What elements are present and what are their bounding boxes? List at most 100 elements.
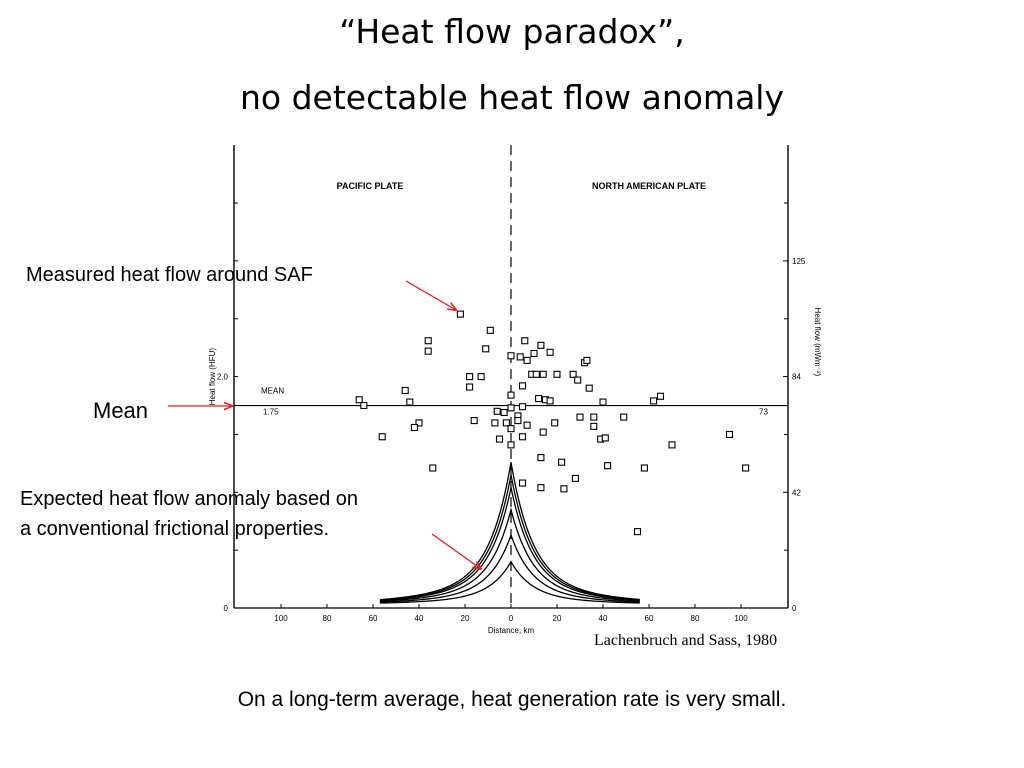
north-american-plate-label: NORTH AMERICAN PLATE [592,181,706,191]
data-point [401,386,409,395]
x-tick-label: 20 [461,614,470,623]
data-point [650,397,658,405]
data-point [553,370,561,378]
data-point [378,433,386,441]
mean-value-hfu-label: 1.75 [263,408,279,417]
right-tick-label: 0 [792,604,797,613]
expected-anomaly-curve [379,462,640,601]
data-point [406,398,414,406]
data-point [514,417,522,425]
footer-note: On a long-term average, heat generation … [237,688,787,711]
data-point [466,383,474,391]
data-point [546,397,554,405]
x-tick-label: 80 [691,614,700,623]
data-point [574,376,582,384]
x-tick-label: 20 [553,614,562,623]
data-point [590,413,598,421]
mean-annotation: Mean [93,398,149,423]
data-point [518,479,527,487]
data-point [546,348,554,356]
data-point [640,464,648,472]
right-tick-label: 84 [792,373,801,382]
data-point [537,341,545,349]
x-tick-label: 40 [415,614,424,623]
data-point [571,474,579,482]
data-point [507,425,515,433]
data-point [523,421,531,429]
data-point [532,370,540,378]
expected-anomaly-curve [379,560,640,604]
expected-anomaly-curve [379,487,640,602]
mean-value-mw-label: 73 [759,408,768,417]
x-tick-label: 60 [645,614,654,623]
data-point [507,352,515,360]
data-point [620,413,628,421]
data-point [590,422,598,430]
x-axis-title: Distance, km [488,626,535,635]
expected-anomaly-curve [379,474,640,601]
expected-anomaly-annotation-line-2: a conventional frictional properties. [20,518,330,540]
data-point [516,353,524,361]
x-tick-label: 0 [509,614,514,623]
right-axis-title: Heat flow (mWm⁻²) [813,308,822,377]
data-point [742,464,750,472]
data-point [466,373,474,381]
data-point [360,401,368,410]
data-point [493,407,501,415]
data-point [521,337,529,345]
data-point [656,392,665,400]
slide-title-line-2: no detectable heat flow anomaly [239,78,785,117]
left-tick-label: 0 [224,604,229,613]
x-tick-label: 60 [369,614,378,623]
data-point [424,337,432,345]
expected-anomaly-curve [379,507,640,602]
data-point [569,370,577,378]
data-point [599,398,607,406]
right-tick-label: 125 [792,257,806,266]
data-point [633,528,642,536]
x-tick-label: 100 [734,614,748,623]
data-point [558,458,566,466]
data-point [537,484,545,492]
data-point [518,403,527,411]
data-point [518,382,527,390]
right-tick-label: 42 [792,488,801,497]
data-point [507,404,515,412]
data-point [486,326,494,334]
data-point [502,419,510,427]
data-point [539,428,547,436]
data-point [725,430,734,439]
data-point [429,464,437,472]
data-point [495,435,504,443]
data-point [523,356,531,364]
citation: Lachenbruch and Sass, 1980 [594,632,778,649]
data-point [601,434,609,442]
saf-arrow [405,280,456,310]
data-point [456,310,464,318]
data-point [355,396,363,404]
data-point [424,347,432,355]
left-tick-label: 2.0 [217,373,229,382]
slide-title-line-1: “Heat flow paradox”, [339,12,685,51]
expected-anomaly-arrow [431,533,481,569]
data-point [477,373,485,381]
mean-label: MEAN [261,387,284,396]
data-point [415,419,423,427]
data-point [551,419,559,427]
data-point [585,384,593,392]
data-point [539,370,547,378]
data-point [668,441,676,449]
data-point [507,391,515,399]
data-point [507,441,515,449]
data-point [500,408,508,417]
data-point [482,345,490,353]
data-point [560,485,568,493]
data-point [491,419,499,427]
pacific-plate-label: PACIFIC PLATE [337,181,404,191]
data-point [583,356,591,364]
data-point [530,349,538,358]
x-tick-label: 100 [274,614,288,623]
x-tick-label: 80 [323,614,332,623]
measured-heat-flow-annotation: Measured heat flow around SAF [26,264,313,286]
